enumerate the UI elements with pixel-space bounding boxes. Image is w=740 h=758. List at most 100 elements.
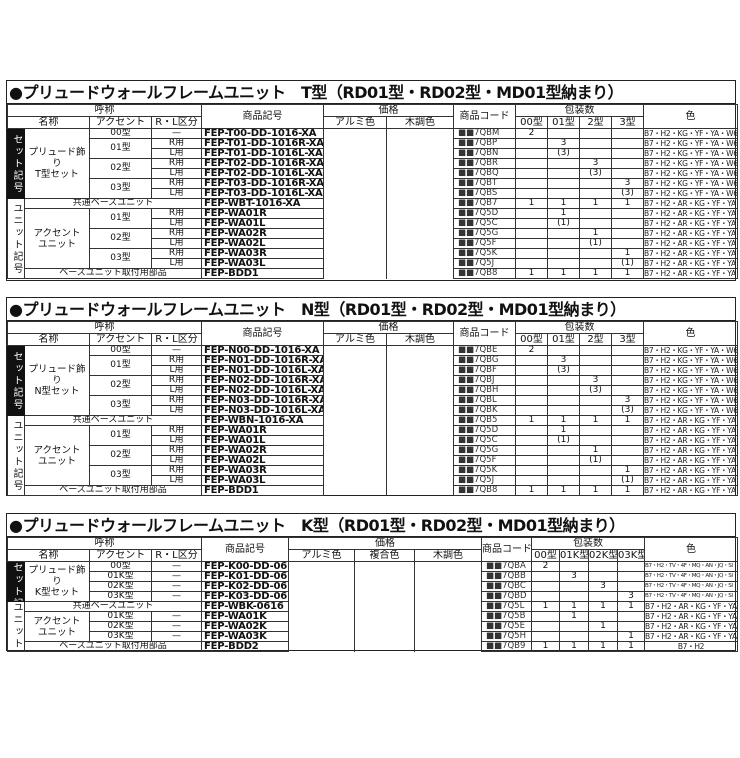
product-code: ■■7QBM — [453, 128, 516, 139]
header-pack-1: 01型 — [547, 116, 580, 129]
pack-qty — [588, 591, 618, 602]
rl-type: R用 — [151, 445, 202, 456]
product-sku: FEP-T02-DD-1016L-XA — [201, 168, 324, 179]
color-list: B7・H2・AR・KG・YF・YA・W6 — [643, 248, 738, 259]
rl-type: R用 — [151, 178, 202, 189]
pack-qty: (1) — [547, 435, 580, 446]
product-name: アクセント ユニット — [24, 208, 90, 269]
pack-qty — [515, 188, 548, 199]
pack-qty: 1 — [531, 641, 560, 652]
pack-qty: 1 — [611, 485, 644, 496]
price-cell — [323, 475, 387, 486]
price-cell — [354, 581, 415, 592]
section-n-type: ●プリュードウォールフレームユニット N型（RD01型・RD02型・MD01型納… — [6, 297, 738, 496]
product-sku: FEP-K01-DD-0616 — [201, 571, 289, 582]
color-list: B7・H2・AR・KG・YF・YA・W6 — [643, 198, 738, 209]
header-price: 価格 — [323, 321, 454, 334]
pack-qty: (1) — [579, 455, 612, 466]
color-list: B7・H2・KG・YF・YA・W6 — [643, 385, 738, 396]
pack-qty — [579, 425, 612, 436]
price-cell — [414, 611, 482, 622]
table-row: 01K型—FEP-K01-DD-0616 ■■7QBB 3 B7・H2・TV・4F・M… — [8, 571, 738, 582]
pack-qty — [579, 148, 612, 159]
pack-qty — [579, 138, 612, 149]
color-list: B7・H2・KG・YF・YA・W6 — [643, 168, 738, 179]
pack-qty — [547, 168, 580, 179]
table-row: 02K型—FEP-WA02K ■■7Q5E 1 B7・H2・AR・KG・YF・YA・W… — [8, 621, 738, 632]
product-name: プリュード飾り T型セット — [24, 128, 90, 199]
product-sku: FEP-N02-DD-1016L-XA — [201, 385, 324, 396]
pack-qty — [515, 218, 548, 229]
pack-qty — [547, 188, 580, 199]
row-label: 共通ベースユニット — [24, 198, 202, 209]
price-cell — [386, 218, 454, 229]
price-cell — [386, 188, 454, 199]
color-list: B7・H2・TV・4F・MQ・AN・JQ・SI・PV・4D — [644, 591, 738, 602]
table-row: L用 FEP-N02-DD-1016L-XA ■■7QBH (3) B7・H2・KG・Y… — [8, 385, 738, 396]
header-code: 商品コード — [453, 321, 516, 346]
product-sku: FEP-WA03L — [201, 258, 324, 269]
price-cell — [386, 248, 454, 259]
product-code: ■■7Q5K — [453, 248, 516, 259]
product-sku: FEP-WA01L — [201, 218, 324, 229]
rl-type: R用 — [151, 208, 202, 219]
product-sku: FEP-WA01R — [201, 425, 324, 436]
accent-type: 02K型 — [89, 581, 152, 592]
section-title: ●プリュードウォールフレームユニット K型（RD01型・RD02型・MD01型納… — [7, 514, 735, 537]
price-cell — [288, 601, 355, 612]
price-cell — [386, 345, 454, 356]
rl-type: — — [151, 345, 202, 356]
product-code: ■■7QB9 — [481, 641, 532, 652]
header-rl: R・L区分 — [151, 333, 202, 346]
rl-type: — — [151, 571, 202, 582]
accent-type: 01型 — [89, 138, 152, 159]
pack-qty — [617, 581, 645, 592]
accent-type: 01型 — [89, 355, 152, 376]
color-list: B7・H2・KG・YF・YA・W6 — [643, 365, 738, 376]
pack-qty: 1 — [617, 601, 645, 612]
table-row: 01型 R用 FEP-N01-DD-1016R-XA ■■7QBG 3 B7・H2・KG・… — [8, 355, 738, 376]
pack-qty — [515, 375, 548, 386]
pack-qty — [547, 375, 580, 386]
pack-qty: (3) — [547, 148, 580, 159]
color-list: B7・H2・KG・YF・YA・W6 — [643, 148, 738, 159]
product-sku: FEP-WA02K — [201, 621, 289, 632]
color-list: B7・H2・KG・YF・YA・W6 — [643, 178, 738, 189]
color-list: B7・H2・AR・KG・YF・YA・W6 — [643, 485, 738, 496]
product-sku: FEP-T03-DD-1016L-XA — [201, 188, 324, 199]
pack-qty: (3) — [611, 188, 644, 199]
product-code: ■■7Q5D — [453, 208, 516, 219]
table-row: 02型 R用 FEP-N02-DD-1016R-XA ■■7QBJ 3 B7・H2・KG・… — [8, 375, 738, 396]
color-list: B7・H2・AR・KG・YF・YA・W6 — [643, 425, 738, 436]
price-cell — [386, 405, 454, 416]
side-label: ユニット記号 — [7, 415, 25, 496]
pack-qty — [579, 435, 612, 446]
rl-type: L用 — [151, 455, 202, 466]
rl-type: — — [151, 128, 202, 139]
header-yobi: 呼称 — [7, 537, 202, 550]
price-cell — [323, 365, 387, 376]
price-cell — [288, 591, 355, 602]
pack-qty: 2 — [531, 561, 560, 572]
pack-qty: 2 — [515, 128, 548, 139]
table-row: アクセント ユニット 01型 R用 FEP-WA01R ■■7Q5D 1 B7・H2・AR・… — [8, 425, 738, 486]
table-row: アクセント ユニット 01型 R用 FEP-WA01R ■■7Q5D 1 B7・H2・AR・… — [8, 208, 738, 269]
price-cell — [323, 455, 387, 466]
rl-type: L用 — [151, 168, 202, 179]
color-list: B7・H2・AR・KG・YF・YA・W6 — [644, 611, 738, 622]
table-row: セット記号 プリュード飾り T型セット 00型 — FEP-T00-DD-1016-XA… — [7, 128, 738, 199]
pack-qty — [515, 405, 548, 416]
header-color: 色 — [644, 537, 738, 562]
table-row: 03型 R用 FEP-N03-DD-1016R-XA ■■7QBL 3 B7・H2・KG・… — [8, 395, 738, 416]
pack-qty — [579, 128, 612, 139]
rl-type: L用 — [151, 435, 202, 446]
header-sku: 商品記号 — [201, 537, 289, 562]
pack-qty — [547, 405, 580, 416]
pack-qty — [515, 425, 548, 436]
pack-qty: 1 — [579, 485, 612, 496]
pack-qty — [611, 435, 644, 446]
rl-type: — — [151, 591, 202, 602]
section-title: ●プリュードウォールフレームユニット T型（RD01型・RD02型・MD01型納… — [7, 81, 735, 104]
price-cell — [414, 601, 482, 612]
pack-qty: 3 — [611, 395, 644, 406]
